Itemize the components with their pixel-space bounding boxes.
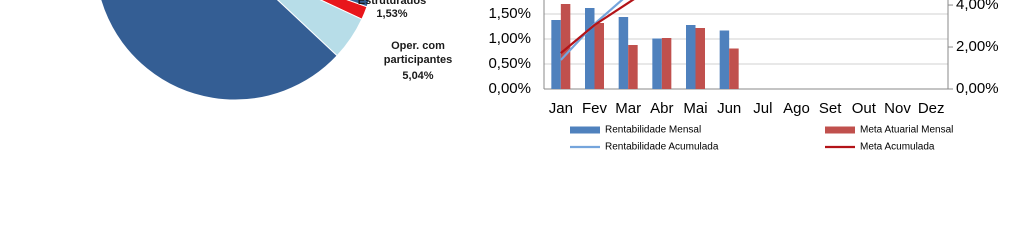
- charts: 0,00% 0,50% 1,00% 1,50% 0,00% 2,00% 4,00% Jan Fe…: [100, 0, 999, 153]
- x-tick-label: Fev: [582, 100, 608, 117]
- x-tick-label: Nov: [884, 100, 911, 117]
- x-tick-label: Ago: [783, 100, 810, 117]
- slice-label: Oper. com participantes: [383, 40, 453, 66]
- bar: [551, 20, 561, 89]
- legend-swatch: [570, 126, 600, 134]
- bar: [695, 28, 705, 89]
- slice-label: Estruturados: [357, 0, 427, 7]
- slice-value-label: 5,04%: [402, 70, 434, 82]
- x-tick-label: Jan: [549, 100, 573, 117]
- x-tick-label: Dez: [918, 100, 945, 117]
- x-tick-label: Set: [819, 100, 842, 117]
- bar: [628, 45, 638, 89]
- page: 0,00% 0,50% 1,00% 1,50% 0,00% 2,00% 4,00% Jan Fe…: [100, 0, 999, 153]
- y-tick-label: 0,00%: [488, 80, 531, 97]
- legend-label: Rentabilidade Acumulada: [605, 142, 719, 153]
- bar: [594, 23, 604, 89]
- legend-swatch: [825, 126, 855, 134]
- x-tick-label: Jul: [753, 100, 772, 117]
- x-tick-label: Mai: [683, 100, 707, 117]
- x-tick-label: Out: [852, 100, 877, 117]
- bar: [560, 4, 571, 89]
- bar: [652, 38, 662, 89]
- y-tick-label: 1,00%: [488, 30, 531, 47]
- legend-label: Meta Atuarial Mensal: [860, 125, 953, 136]
- bar: [661, 38, 672, 89]
- pie-slice: [100, 0, 370, 101]
- y-tick-label: 1,50%: [488, 5, 531, 22]
- legend-label: Rentabilidade Mensal: [605, 125, 701, 136]
- slice-value-label: 1,53%: [376, 8, 408, 20]
- y2-tick-label: 0,00%: [956, 80, 999, 97]
- bar: [686, 25, 696, 89]
- x-tick-label: Abr: [650, 100, 673, 117]
- y2-tick-label: 4,00%: [956, 0, 999, 13]
- y-tick-label: 0,50%: [488, 55, 531, 72]
- line: [560, 0, 635, 54]
- bar: [719, 30, 730, 89]
- line-group: [560, 0, 635, 54]
- bar: [585, 8, 595, 89]
- bar: [618, 17, 629, 89]
- legend-label: Meta Acumulada: [860, 142, 935, 153]
- x-tick-label: Mar: [615, 100, 641, 117]
- y2-tick-label: 2,00%: [956, 38, 999, 55]
- x-tick-label: Jun: [717, 100, 741, 117]
- bar: [729, 48, 739, 89]
